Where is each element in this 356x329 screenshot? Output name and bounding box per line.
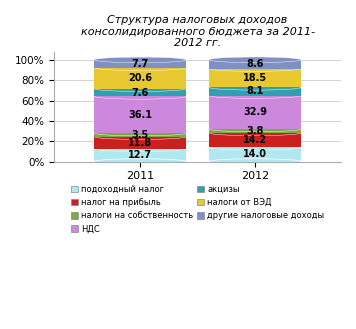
Text: 36.1: 36.1 — [128, 110, 152, 120]
Bar — [94, 96, 186, 133]
Bar — [94, 137, 186, 149]
Ellipse shape — [209, 66, 301, 71]
Ellipse shape — [209, 144, 301, 150]
Bar — [209, 95, 301, 129]
Ellipse shape — [209, 57, 301, 63]
Text: 8.6: 8.6 — [246, 59, 264, 69]
Ellipse shape — [94, 86, 186, 91]
Text: 20.6: 20.6 — [128, 73, 152, 83]
Text: 18.5: 18.5 — [243, 73, 267, 83]
Text: 8.1: 8.1 — [246, 87, 264, 96]
Ellipse shape — [209, 130, 301, 136]
Bar — [209, 87, 301, 95]
Ellipse shape — [209, 159, 301, 164]
Title: Структура налоговых доходов
консолидированного бюджета за 2011-
2012 гг.: Структура налоговых доходов консолидиров… — [80, 15, 315, 48]
Ellipse shape — [209, 93, 301, 98]
Text: 7.6: 7.6 — [132, 88, 149, 97]
Ellipse shape — [94, 159, 186, 164]
Text: 32.9: 32.9 — [243, 107, 267, 117]
Text: 3.8: 3.8 — [246, 126, 264, 136]
Ellipse shape — [94, 93, 186, 99]
Ellipse shape — [209, 126, 301, 132]
Text: 14.2: 14.2 — [243, 135, 267, 145]
Bar — [209, 129, 301, 133]
Text: 7.7: 7.7 — [132, 59, 149, 69]
Text: 14.0: 14.0 — [243, 149, 267, 160]
Ellipse shape — [94, 65, 186, 70]
Bar — [209, 147, 301, 162]
Bar — [209, 68, 301, 87]
Ellipse shape — [209, 85, 301, 90]
Text: 11.8: 11.8 — [128, 138, 152, 148]
Ellipse shape — [94, 146, 186, 151]
Bar — [94, 68, 186, 89]
Text: 3.5: 3.5 — [132, 130, 149, 140]
Ellipse shape — [94, 57, 186, 63]
Text: 12.7: 12.7 — [128, 150, 152, 160]
Bar — [209, 60, 301, 68]
Legend: подоходный налог, налог на прибыль, налоги на собственность, НДС, акцизы, налоги: подоходный налог, налог на прибыль, нало… — [69, 183, 326, 235]
Bar — [209, 133, 301, 147]
Ellipse shape — [94, 134, 186, 139]
Bar — [94, 133, 186, 137]
Bar — [94, 149, 186, 162]
Bar — [94, 89, 186, 96]
Ellipse shape — [94, 130, 186, 136]
Bar — [94, 60, 186, 68]
